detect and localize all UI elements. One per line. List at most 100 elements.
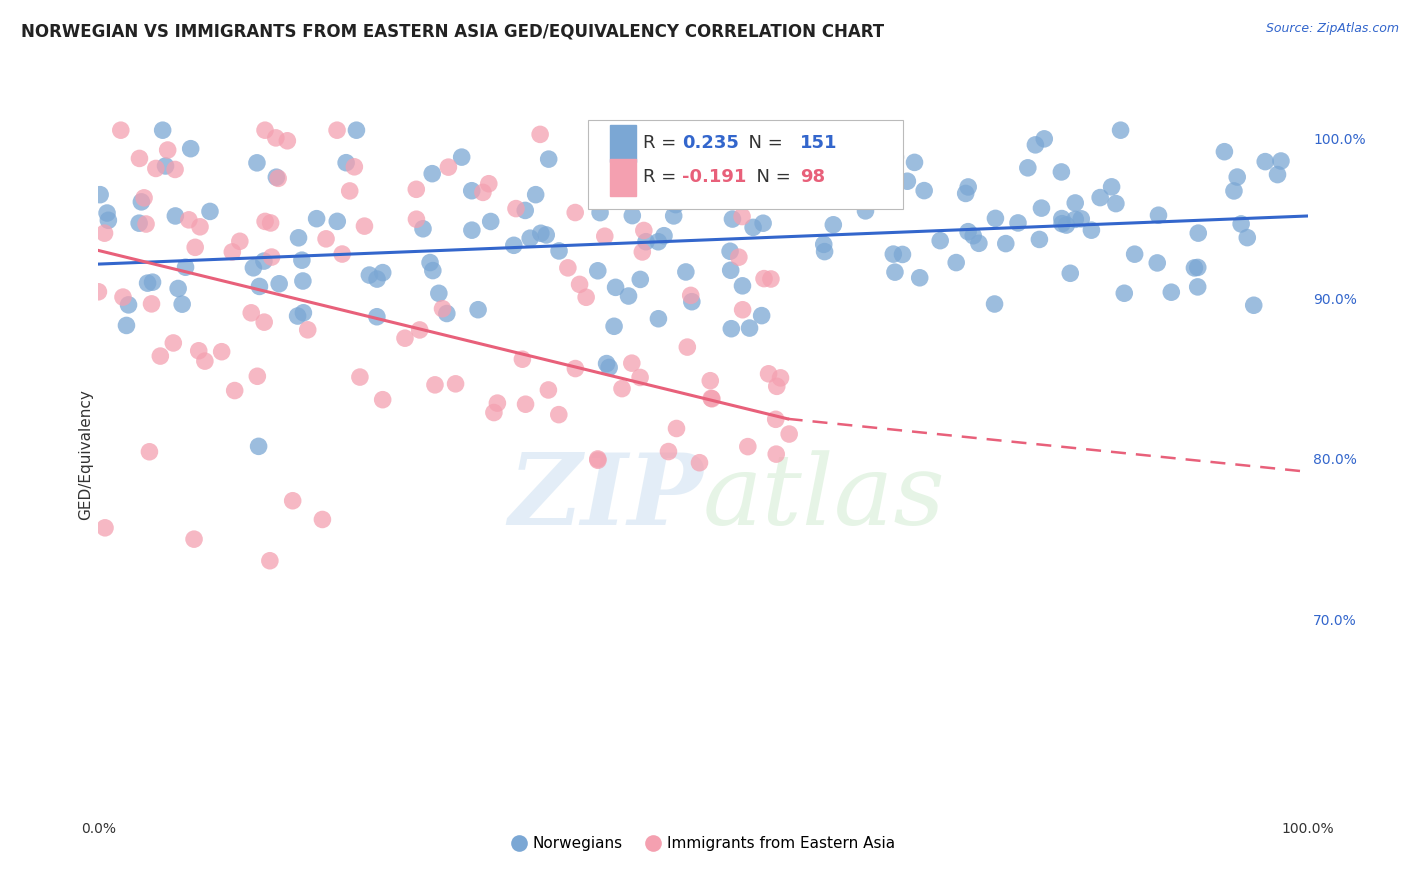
Point — [537, 383, 560, 397]
Point — [515, 203, 537, 218]
Point — [330, 247, 353, 261]
Text: 98: 98 — [800, 169, 825, 186]
Point — [644, 188, 666, 202]
Point — [855, 203, 877, 218]
Point — [529, 128, 551, 142]
Point — [589, 182, 612, 196]
Point — [266, 170, 288, 185]
Point — [759, 272, 782, 286]
Point — [259, 554, 281, 568]
Point — [721, 212, 744, 227]
Point — [479, 214, 502, 228]
Point — [128, 216, 150, 230]
FancyBboxPatch shape — [588, 120, 903, 209]
Point — [422, 263, 444, 277]
Point — [548, 244, 571, 258]
Point — [891, 247, 914, 261]
Point — [589, 205, 612, 219]
Point — [359, 268, 381, 282]
Point — [155, 159, 177, 173]
Point — [1147, 208, 1170, 222]
Point — [595, 357, 617, 371]
Point — [929, 234, 952, 248]
Point — [1184, 260, 1206, 275]
Y-axis label: GED/Equivalency: GED/Equivalency — [77, 390, 93, 520]
Point — [420, 167, 443, 181]
Point — [1064, 196, 1087, 211]
Point — [603, 319, 626, 334]
Text: R =: R = — [643, 169, 682, 186]
Point — [896, 174, 918, 188]
Point — [93, 226, 115, 240]
Text: atlas: atlas — [703, 450, 946, 545]
Point — [700, 392, 723, 406]
Point — [1230, 217, 1253, 231]
Point — [1213, 145, 1236, 159]
Point — [515, 397, 537, 411]
Point — [1109, 123, 1132, 137]
Point — [419, 255, 441, 269]
Point — [291, 253, 314, 268]
Point — [699, 374, 721, 388]
Point — [141, 275, 163, 289]
Point — [96, 206, 118, 220]
Point — [742, 220, 765, 235]
Point — [681, 294, 703, 309]
Point — [221, 244, 243, 259]
Point — [575, 290, 598, 304]
Point — [598, 360, 620, 375]
Point — [718, 244, 741, 259]
Point — [967, 236, 990, 251]
Point — [586, 264, 609, 278]
Point — [138, 444, 160, 458]
Point — [665, 197, 688, 211]
Point — [211, 344, 233, 359]
Point — [752, 216, 775, 230]
Point — [264, 131, 287, 145]
Point — [620, 356, 643, 370]
Point — [115, 318, 138, 333]
Point — [662, 209, 685, 223]
Point — [530, 227, 553, 241]
Point — [1187, 260, 1209, 275]
Legend: Norwegians, Immigrants from Eastern Asia: Norwegians, Immigrants from Eastern Asia — [505, 830, 901, 857]
Point — [1033, 132, 1056, 146]
Point — [371, 392, 394, 407]
Point — [568, 277, 591, 292]
Point — [693, 143, 716, 157]
Point — [335, 155, 357, 169]
Point — [610, 382, 633, 396]
Point — [679, 288, 702, 302]
Point — [720, 263, 742, 277]
Point — [758, 367, 780, 381]
Point — [246, 369, 269, 384]
Point — [692, 172, 714, 186]
Point — [1050, 217, 1073, 231]
Point — [444, 376, 467, 391]
FancyBboxPatch shape — [610, 125, 637, 161]
Point — [524, 187, 547, 202]
Point — [254, 214, 277, 228]
Point — [1070, 211, 1092, 226]
Point — [437, 160, 460, 174]
Point — [1223, 184, 1246, 198]
Point — [141, 297, 163, 311]
Point — [813, 244, 835, 259]
Point — [423, 377, 446, 392]
Point — [908, 270, 931, 285]
Point — [287, 231, 309, 245]
Point — [478, 177, 501, 191]
Point — [1054, 218, 1077, 232]
Point — [427, 286, 450, 301]
Point — [537, 152, 560, 166]
Point — [259, 216, 281, 230]
Point — [676, 340, 699, 354]
Point — [405, 212, 427, 227]
Point — [519, 231, 541, 245]
Point — [183, 532, 205, 546]
Point — [765, 447, 787, 461]
Point — [984, 211, 1007, 226]
Point — [184, 240, 207, 254]
Point — [260, 250, 283, 264]
Point — [172, 297, 194, 311]
